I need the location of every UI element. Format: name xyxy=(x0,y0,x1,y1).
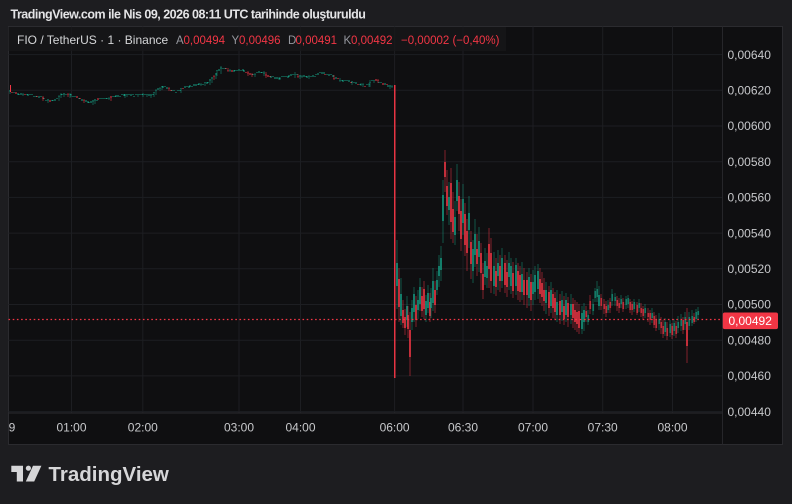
svg-text:07:00: 07:00 xyxy=(518,421,548,435)
svg-text:D: D xyxy=(288,35,296,47)
svg-text:0,00580: 0,00580 xyxy=(728,155,772,169)
svg-text:K: K xyxy=(344,35,352,47)
svg-text:03:00: 03:00 xyxy=(224,421,254,435)
svg-text:0,00540: 0,00540 xyxy=(728,226,772,240)
svg-text:0,00600: 0,00600 xyxy=(728,119,772,133)
svg-text:0,00640: 0,00640 xyxy=(728,48,772,62)
svg-text:0,00496: 0,00496 xyxy=(239,35,281,47)
svg-text:0,00492: 0,00492 xyxy=(351,35,393,47)
svg-text:A: A xyxy=(176,35,184,47)
svg-text:TradingView.com ile Nis 09, 20: TradingView.com ile Nis 09, 2026 08:11 U… xyxy=(11,8,366,22)
svg-text:0,00494: 0,00494 xyxy=(184,35,226,47)
svg-text:0,00460: 0,00460 xyxy=(728,369,772,383)
svg-text:0,00491: 0,00491 xyxy=(296,35,338,47)
svg-text:TradingView: TradingView xyxy=(49,463,169,486)
svg-text:04:00: 04:00 xyxy=(285,421,315,435)
svg-text:0,00492: 0,00492 xyxy=(729,314,773,328)
svg-text:0,00620: 0,00620 xyxy=(728,84,772,98)
svg-text:08:00: 08:00 xyxy=(657,421,687,435)
svg-text:0,00480: 0,00480 xyxy=(728,333,772,347)
svg-text:Y: Y xyxy=(232,35,240,47)
svg-text:02:00: 02:00 xyxy=(128,421,158,435)
svg-text:0,00560: 0,00560 xyxy=(728,191,772,205)
svg-text:0,00520: 0,00520 xyxy=(728,262,772,276)
svg-text:06:30: 06:30 xyxy=(448,421,478,435)
svg-text:01:00: 01:00 xyxy=(56,421,86,435)
svg-text:FIO / TetherUS · 1 · Binance: FIO / TetherUS · 1 · Binance xyxy=(17,33,168,47)
svg-text:07:30: 07:30 xyxy=(588,421,618,435)
svg-text:06:00: 06:00 xyxy=(380,421,410,435)
svg-text:9: 9 xyxy=(9,421,16,435)
svg-text:0,00500: 0,00500 xyxy=(728,298,772,312)
svg-text:0,00440: 0,00440 xyxy=(728,405,772,419)
svg-text:−0,00002 (−0,40%): −0,00002 (−0,40%) xyxy=(401,35,500,47)
